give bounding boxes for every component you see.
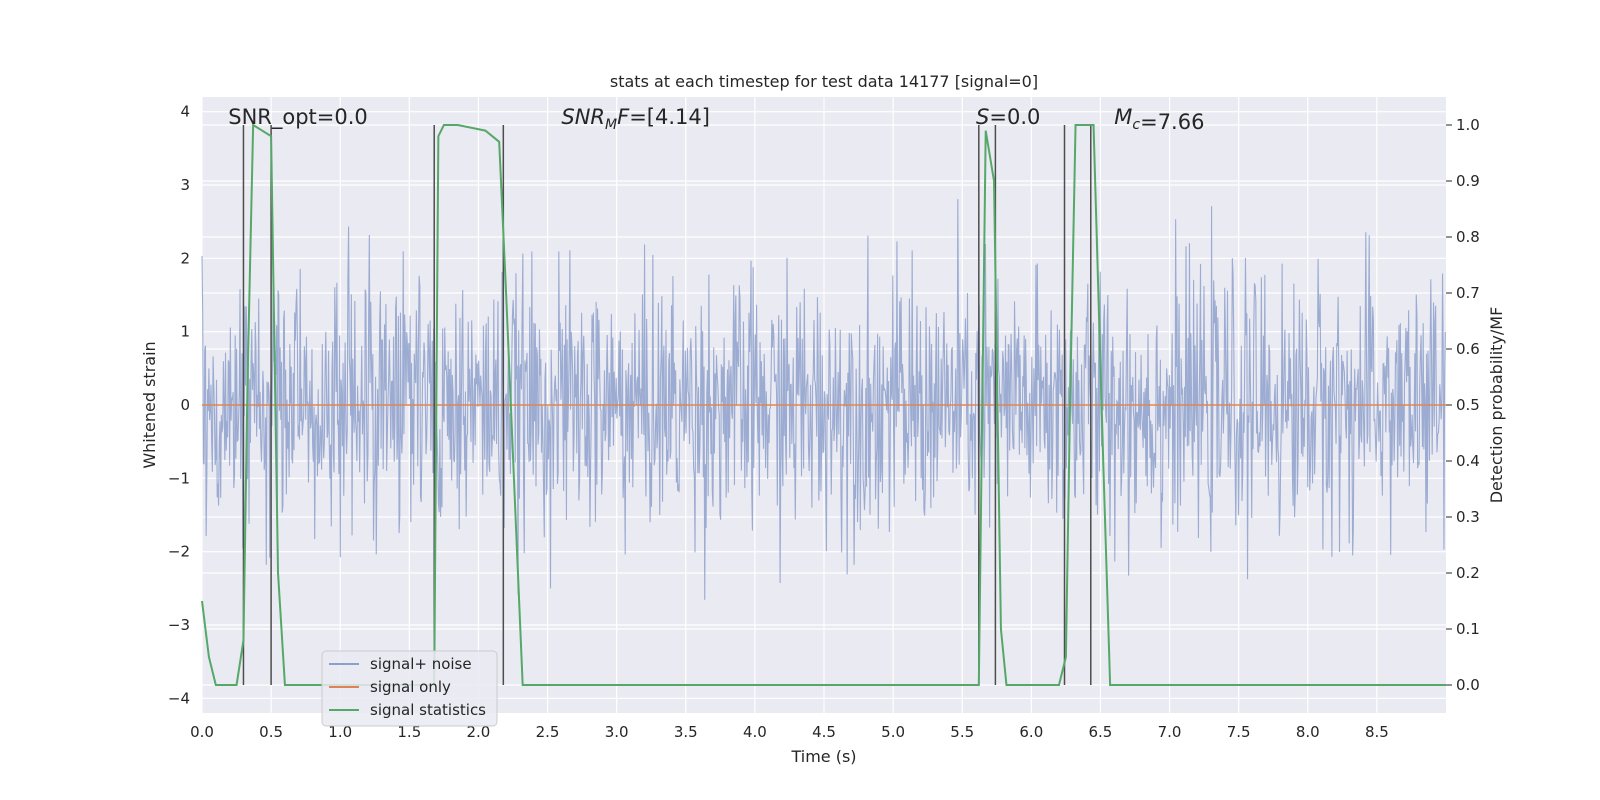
y-tick-label-right: 0.0 [1456,676,1480,694]
x-tick-label: 2.5 [536,723,560,741]
y-tick-label-right: 0.3 [1456,508,1480,526]
y-tick-label-left: −3 [168,616,190,634]
x-tick-label: 6.0 [1019,723,1043,741]
annotation-value: =[4.14] [629,105,710,129]
x-tick-label: 1.0 [328,723,352,741]
legend: signal+ noise signal only signal statist… [321,650,498,727]
annotation-italic: S [976,105,989,129]
y-tick-label-left: 0 [180,396,190,414]
y-axis-label-right: Detection probability/MF [1487,307,1506,504]
legend-label-signal-noise: signal+ noise [370,655,472,673]
x-tick-label: 4.0 [743,723,767,741]
y-tick-label-left: 2 [180,249,190,267]
y-tick-label-right: 0.4 [1456,452,1480,470]
x-tick-label: 8.5 [1365,723,1389,741]
y-tick-label-right: 0.6 [1456,340,1480,358]
x-tick-label: 3.0 [605,723,629,741]
annotation-value: =0.0 [989,105,1040,129]
chart-title: stats at each timestep for test data 141… [610,72,1038,91]
legend-label-signal-only: signal only [370,678,451,696]
x-tick-label: 2.0 [467,723,491,741]
y-tick-label-left: 3 [180,176,190,194]
x-tick-label: 0.0 [190,723,214,741]
y-tick-label-right: 0.2 [1456,564,1480,582]
annotation-subscript: c [1132,117,1140,133]
x-tick-label: 8.0 [1296,723,1320,741]
x-tick-label: 6.5 [1089,723,1113,741]
y-tick-label-left: −4 [168,689,190,707]
y-tick-label-right: 0.1 [1456,620,1480,638]
x-tick-label: 5.0 [881,723,905,741]
y-tick-label-left: 1 [180,323,190,341]
annotation-value: =7.66 [1140,110,1204,134]
annotations: SNR_opt=0.0 SNRMF=[4.14] S=0.0 Mc=7.66 [228,105,1204,134]
y-tick-label-left: 4 [180,103,190,121]
x-tick-label: 5.5 [950,723,974,741]
x-tick-label: 0.5 [259,723,283,741]
y-ticks-right: 0.0 0.1 0.2 0.3 0.4 0.5 0.6 0.7 0.8 0.9 1.0 [1446,116,1480,694]
y-tick-label-right: 0.5 [1456,396,1480,414]
annotation-0: SNR_opt=0.0 [228,105,368,130]
series-signal-statistics [201,123,1446,686]
annotation-3: Mc=7.66 [1114,105,1204,134]
annotation-italic: F [617,105,630,129]
annotation-subscript: M [605,117,617,133]
annotation-italic: SNR [561,105,605,129]
legend-label-signal-statistics: signal statistics [370,701,486,719]
y-tick-label-right: 1.0 [1456,116,1480,134]
y-tick-label-right: 0.9 [1456,172,1480,190]
x-tick-label: 4.5 [812,723,836,741]
annotation-1: SNRMF=[4.14] [561,105,710,133]
x-tick-label: 7.0 [1158,723,1182,741]
noise-trace [201,199,1447,600]
x-tick-label: 1.5 [397,723,421,741]
legend-box [321,650,498,727]
y-tick-label-right: 0.7 [1456,284,1480,302]
y-axis-label-left: Whitened strain [140,341,159,468]
x-ticks: 0.0 0.5 1.0 1.5 2.0 2.5 3.0 3.5 4.0 4.5 5.0 5.5 6.0 6… [190,723,1389,741]
y-tick-label-left: −2 [168,543,190,561]
annotation-2: S=0.0 [976,105,1040,129]
x-tick-label: 3.5 [674,723,698,741]
y-tick-label-right: 0.8 [1456,228,1480,246]
x-axis-label: Time (s) [790,747,856,766]
series-signal-noise [201,199,1447,600]
y-tick-label-left: −1 [168,469,190,487]
annotation-italic: M [1114,105,1132,129]
x-tick-label: 7.5 [1227,723,1251,741]
y-ticks-left: −4 −3 −2 −1 0 1 2 3 4 [168,103,190,708]
